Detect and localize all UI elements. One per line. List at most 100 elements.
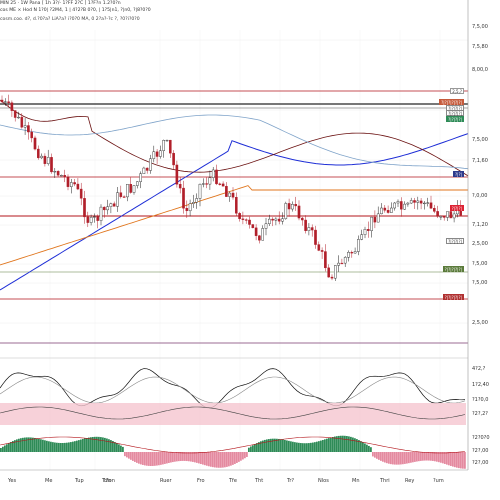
indicator-info-line: cos ME × Hod N 1?0| ?2M4, 1 | 4?2?B 0?0,… bbox=[0, 8, 151, 13]
histogram-bar bbox=[232, 452, 234, 465]
histogram-bar bbox=[118, 444, 120, 452]
candle-body bbox=[152, 151, 156, 159]
candlesticks[interactable] bbox=[0, 94, 463, 281]
histogram-bar bbox=[192, 452, 194, 462]
histogram-bar bbox=[246, 452, 248, 457]
histogram-bar bbox=[404, 452, 406, 464]
price-tag: ?|?|?|?| bbox=[446, 110, 464, 116]
candle-body bbox=[198, 183, 202, 199]
candle-body bbox=[238, 213, 241, 220]
price-tag: ?|?|?|?| bbox=[446, 238, 464, 244]
histogram-bar bbox=[18, 438, 20, 452]
histogram-bar bbox=[396, 452, 398, 465]
candle-body bbox=[208, 177, 212, 185]
histogram-bar bbox=[274, 438, 276, 452]
histogram-bar bbox=[16, 439, 18, 452]
histogram-bar bbox=[104, 437, 106, 452]
histogram-bar bbox=[142, 452, 144, 465]
histogram-bar bbox=[220, 452, 222, 468]
histogram-bar bbox=[316, 441, 318, 452]
candle-body bbox=[50, 157, 53, 173]
histogram-bar bbox=[136, 452, 138, 463]
histogram-bar bbox=[22, 437, 24, 452]
price-levels[interactable] bbox=[0, 90, 468, 300]
histogram-bar bbox=[300, 443, 302, 452]
indicator-panels bbox=[0, 368, 466, 469]
histogram-bar bbox=[126, 452, 128, 458]
histogram-bar bbox=[66, 442, 68, 452]
histogram-bar bbox=[258, 442, 260, 452]
histogram-bar bbox=[54, 442, 56, 452]
histogram-bar bbox=[58, 442, 60, 452]
histogram-bar bbox=[270, 438, 272, 452]
candle-body bbox=[93, 216, 96, 218]
candle-body bbox=[201, 183, 205, 185]
candle-body bbox=[406, 202, 410, 205]
histogram-bar bbox=[164, 452, 166, 464]
histogram-bar bbox=[44, 440, 46, 452]
histogram-bar bbox=[230, 452, 232, 466]
candle-body bbox=[367, 229, 370, 231]
moving-averages bbox=[0, 99, 469, 291]
histogram-bar bbox=[250, 446, 252, 452]
histogram-bar bbox=[114, 442, 116, 452]
histogram-bar bbox=[280, 439, 282, 452]
histogram-bar bbox=[412, 452, 414, 463]
histogram-bar bbox=[452, 452, 454, 467]
histogram-bar bbox=[442, 452, 444, 464]
price-axis-label: 2,5,00 bbox=[472, 320, 488, 326]
histogram-bar bbox=[98, 436, 100, 452]
date-axis-label: Tup bbox=[75, 478, 84, 484]
histogram-bar bbox=[244, 452, 246, 459]
candle-body bbox=[307, 227, 311, 231]
histogram-bar bbox=[174, 452, 176, 462]
histogram-bar bbox=[238, 452, 240, 462]
histogram-bar bbox=[402, 452, 404, 465]
histogram-bar bbox=[196, 452, 198, 463]
histogram-bar bbox=[340, 435, 342, 452]
price-axis-label: 8,00,0 bbox=[472, 67, 488, 73]
histogram-bar bbox=[28, 437, 30, 452]
candle-body bbox=[221, 183, 225, 187]
candle-body bbox=[244, 219, 248, 221]
histogram-bar bbox=[266, 439, 268, 452]
candle-body bbox=[264, 223, 268, 229]
histogram-bar bbox=[186, 452, 188, 462]
histogram-bar bbox=[128, 452, 130, 459]
price-axis-label: 7,5,00 bbox=[472, 137, 488, 143]
histogram-bar bbox=[148, 452, 150, 466]
histogram-bar bbox=[156, 452, 158, 466]
candle-body bbox=[268, 218, 271, 224]
histogram-bar bbox=[84, 438, 86, 452]
candle-body bbox=[419, 200, 423, 204]
histogram-bar bbox=[342, 435, 344, 452]
candle-body bbox=[63, 175, 66, 178]
histogram-bar bbox=[416, 452, 418, 462]
histogram-bar bbox=[122, 446, 124, 452]
histogram-bar bbox=[290, 441, 292, 452]
histogram-bar bbox=[278, 438, 280, 452]
candle-body bbox=[23, 125, 27, 128]
candle-body bbox=[449, 211, 453, 219]
histogram-bar bbox=[400, 452, 402, 465]
candle-body bbox=[416, 200, 420, 203]
histogram-bar bbox=[320, 440, 322, 452]
histogram-bar bbox=[314, 442, 316, 452]
histogram-bar bbox=[8, 443, 10, 452]
candle-body bbox=[102, 206, 106, 211]
price-axis-label: ?,0,00 bbox=[472, 193, 488, 199]
candle-body bbox=[142, 167, 146, 174]
candle-body bbox=[390, 207, 393, 213]
histogram-bar bbox=[332, 437, 334, 452]
candle-body bbox=[33, 137, 37, 150]
candle-body bbox=[433, 208, 436, 212]
candle-body bbox=[0, 99, 4, 103]
candle-body bbox=[337, 262, 340, 266]
histogram-bar bbox=[436, 452, 438, 462]
indicator-axis-label: 1?2,40 bbox=[472, 382, 489, 388]
price-tag: ?|?|?|?|?| bbox=[442, 266, 464, 272]
histogram-bar bbox=[48, 441, 50, 452]
date-axis-label: ?um bbox=[433, 478, 444, 484]
histogram-bar bbox=[120, 445, 122, 452]
